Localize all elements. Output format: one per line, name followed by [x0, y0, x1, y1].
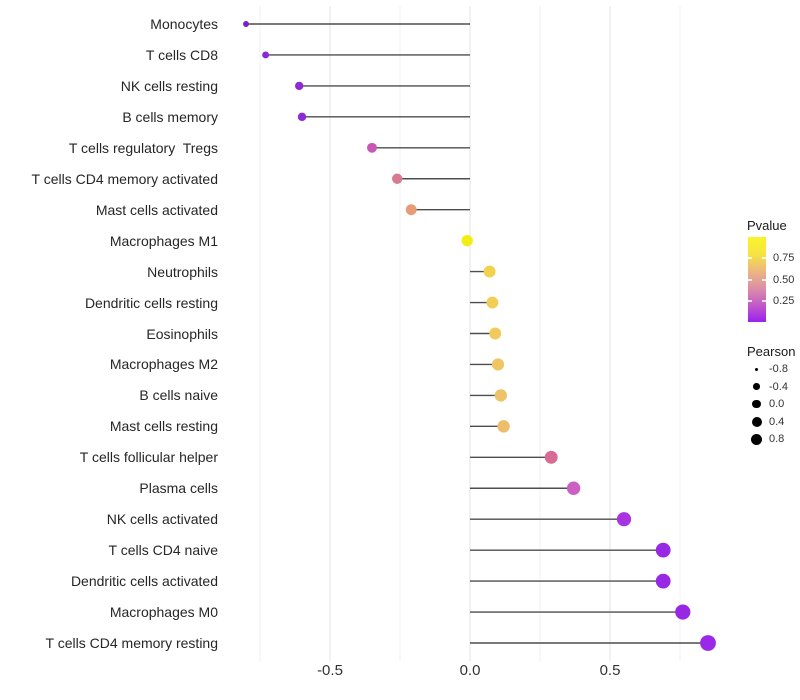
lollipop-dot: [489, 327, 502, 340]
pearson-size-dot: [753, 383, 760, 390]
pvalue-bar-tick: [762, 257, 766, 260]
y-axis-label: Mast cells activated: [95, 201, 218, 218]
x-axis-tick-label: 0.0: [459, 662, 481, 679]
y-axis-label: Macrophages M0: [109, 604, 218, 621]
lollipop-dot: [243, 21, 249, 27]
pvalue-gradient-bar: [748, 237, 766, 322]
lollipop-dot: [675, 604, 691, 620]
lollipop-dot: [700, 635, 716, 651]
pvalue-tick-label: 0.75: [773, 252, 795, 265]
pearson-size-dot: [750, 433, 763, 446]
lollipop-dot: [392, 173, 403, 184]
lollipop-dot: [497, 420, 510, 433]
pearson-size-label: 0.0: [769, 398, 785, 411]
pvalue-bar-tick: [748, 257, 752, 260]
pvalue-tick-label: 0.50: [773, 273, 795, 286]
pvalue-bar-tick: [762, 299, 766, 302]
y-axis-label: T cells CD8: [145, 46, 218, 63]
x-axis-tick-label: 0.5: [599, 662, 621, 679]
y-axis-label: Neutrophils: [147, 263, 218, 280]
y-axis-label: NK cells activated: [106, 511, 218, 528]
lollipop-dot: [655, 542, 671, 558]
x-axis-tick-label: -0.5: [317, 662, 343, 679]
lollipop-dot: [491, 358, 505, 371]
y-axis-label: Eosinophils: [146, 325, 218, 342]
legend-pvalue: Pvalue 0.75 0.50 0.25: [747, 218, 800, 330]
y-axis-label: B cells naive: [139, 387, 218, 404]
lollipop-dot: [262, 51, 270, 59]
pvalue-tick-label: 0.25: [773, 294, 795, 307]
y-axis-label: Macrophages M2: [109, 356, 218, 373]
pearson-size-dot: [755, 367, 758, 371]
pvalue-bar-tick: [748, 278, 752, 281]
pearson-size-label: -0.8: [769, 363, 788, 375]
pearson-size-label: 0.8: [769, 433, 785, 446]
pvalue-bar-tick: [762, 278, 766, 281]
y-axis-label: Monocytes: [150, 16, 218, 32]
y-axis-label: T cells follicular helper: [79, 449, 218, 466]
y-axis-label: NK cells resting: [120, 77, 218, 94]
lollipop-dot: [483, 265, 496, 278]
pearson-size-label: 0.4: [769, 415, 785, 428]
lollipop-dot: [461, 234, 473, 247]
y-axis-label: Dendritic cells resting: [84, 294, 218, 311]
pearson-size-dot: [752, 399, 761, 409]
legend-pvalue-title: Pvalue: [747, 218, 787, 233]
lollipop-dot: [486, 296, 499, 309]
y-axis-label: T cells CD4 naive: [108, 542, 218, 559]
y-axis-label: T cells CD4 memory activated: [31, 170, 218, 187]
y-axis-label: T cells CD4 memory resting: [45, 635, 218, 651]
lollipop-dot: [367, 142, 377, 153]
lollipop-dot: [295, 81, 304, 91]
pearson-size-label: -0.4: [769, 380, 788, 393]
y-axis-label: Mast cells resting: [109, 418, 218, 435]
lollipop-dot: [616, 512, 632, 527]
lollipop-dot: [494, 389, 507, 402]
y-axis-label: Macrophages M1: [109, 232, 218, 249]
lollipop-dot: [544, 450, 558, 464]
y-axis-label: Dendritic cells activated: [70, 573, 218, 590]
lollipop-dot: [655, 573, 671, 589]
legend-pearson: Pearson -0.8 -0.4 0.0 0.4 0.8: [747, 344, 800, 452]
lollipop-dot: [405, 204, 417, 216]
lollipop-dot: [566, 481, 581, 495]
lollipop-dot: [297, 112, 307, 122]
pvalue-bar-tick: [748, 299, 752, 302]
y-axis-label: T cells regulatory Tregs: [68, 139, 218, 156]
legend-pearson-title: Pearson: [747, 344, 796, 359]
pearson-size-dot: [751, 416, 762, 427]
y-axis-label: B cells memory: [122, 108, 218, 125]
y-axis-label: Plasma cells: [139, 480, 218, 497]
